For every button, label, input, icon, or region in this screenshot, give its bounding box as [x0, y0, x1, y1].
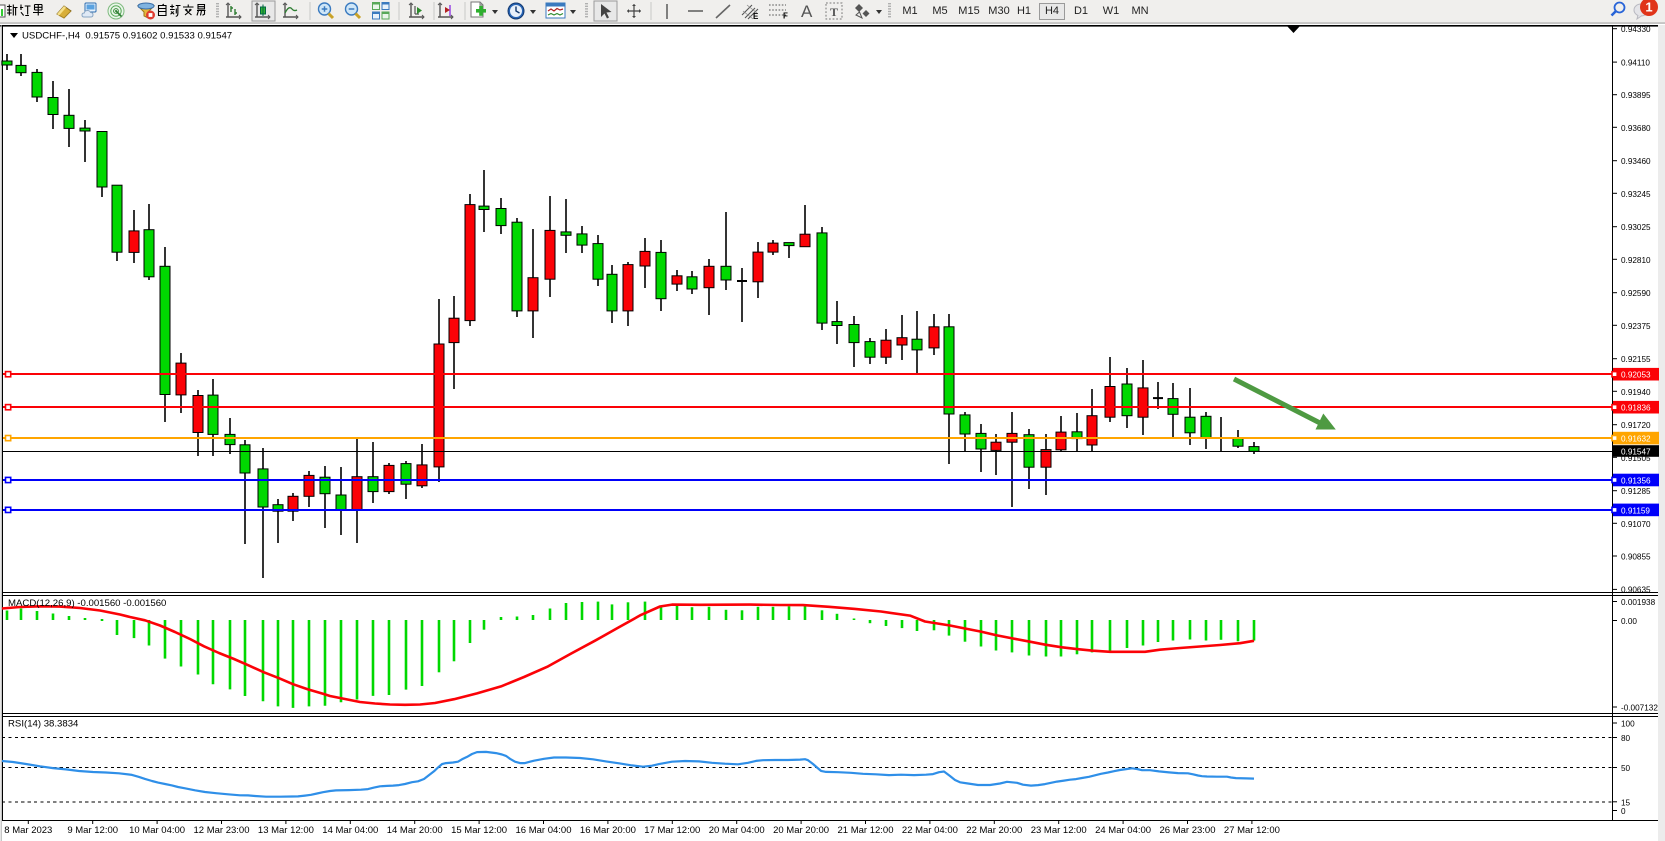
svg-text:20 Mar 04:00: 20 Mar 04:00 [709, 825, 765, 836]
svg-text:8 Mar 2023: 8 Mar 2023 [4, 825, 52, 836]
svg-text:0.91940: 0.91940 [1621, 388, 1651, 397]
svg-text:0.90855: 0.90855 [1621, 553, 1651, 562]
svg-text:16 Mar 04:00: 16 Mar 04:00 [516, 825, 572, 836]
svg-text:13 Mar 12:00: 13 Mar 12:00 [258, 825, 314, 836]
svg-text:17 Mar 12:00: 17 Mar 12:00 [644, 825, 700, 836]
svg-text:27 Mar 12:00: 27 Mar 12:00 [1224, 825, 1280, 836]
svg-text:0.91720: 0.91720 [1621, 421, 1651, 430]
svg-text:0.91632: 0.91632 [1621, 435, 1651, 444]
svg-text:0.93245: 0.93245 [1621, 190, 1651, 199]
svg-text:50: 50 [1621, 764, 1631, 773]
svg-text:0.91285: 0.91285 [1621, 487, 1651, 496]
svg-text:E: E [753, 12, 759, 21]
svg-text:0.92810: 0.92810 [1621, 256, 1651, 265]
svg-text:22 Mar 04:00: 22 Mar 04:00 [902, 825, 958, 836]
svg-text:9 Mar 12:00: 9 Mar 12:00 [67, 825, 118, 836]
svg-text:A: A [801, 2, 813, 21]
svg-text:0.93895: 0.93895 [1621, 91, 1651, 100]
svg-text:RSI(14) 38.3834: RSI(14) 38.3834 [8, 719, 79, 730]
svg-text:14 Mar 04:00: 14 Mar 04:00 [322, 825, 378, 836]
svg-text:16 Mar 20:00: 16 Mar 20:00 [580, 825, 636, 836]
svg-text:0.92590: 0.92590 [1621, 289, 1651, 298]
svg-text:0: 0 [1621, 807, 1626, 816]
svg-text:15: 15 [1621, 798, 1631, 807]
svg-text:0.91547: 0.91547 [1621, 448, 1651, 457]
svg-text:21 Mar 12:00: 21 Mar 12:00 [838, 825, 894, 836]
svg-text:20 Mar 20:00: 20 Mar 20:00 [773, 825, 829, 836]
svg-text:MACD(12,26,9) -0.001560 -0.001: MACD(12,26,9) -0.001560 -0.001560 [8, 598, 166, 609]
svg-text:0.91836: 0.91836 [1621, 404, 1651, 413]
svg-text:0.93460: 0.93460 [1621, 157, 1651, 166]
svg-text:22 Mar 20:00: 22 Mar 20:00 [966, 825, 1022, 836]
svg-text:23 Mar 12:00: 23 Mar 12:00 [1031, 825, 1087, 836]
svg-text:0.91159: 0.91159 [1621, 506, 1650, 515]
svg-text:0.94110: 0.94110 [1621, 59, 1650, 68]
svg-text:T: T [830, 5, 838, 19]
svg-text:100: 100 [1621, 720, 1635, 729]
svg-text:24 Mar 04:00: 24 Mar 04:00 [1095, 825, 1151, 836]
svg-text:0.92375: 0.92375 [1621, 322, 1651, 331]
svg-text:0.93025: 0.93025 [1621, 223, 1651, 232]
svg-text:0.00: 0.00 [1621, 617, 1637, 626]
svg-text:0.90635: 0.90635 [1621, 585, 1651, 594]
svg-text:1: 1 [1645, 0, 1652, 15]
svg-text:0.91070: 0.91070 [1621, 520, 1651, 529]
svg-text:F: F [783, 12, 788, 21]
svg-text:14 Mar 20:00: 14 Mar 20:00 [387, 825, 443, 836]
svg-text:26 Mar 23:00: 26 Mar 23:00 [1160, 825, 1216, 836]
svg-text:0.91505: 0.91505 [1621, 454, 1651, 463]
svg-text:0.93680: 0.93680 [1621, 124, 1651, 133]
svg-text:-0.007132: -0.007132 [1621, 704, 1658, 713]
svg-text:USDCHF-,H4 0.91575 0.91602 0.: USDCHF-,H4 0.91575 0.91602 0.91533 0.915… [22, 31, 232, 42]
svg-text:0.92155: 0.92155 [1621, 355, 1651, 364]
svg-text:15 Mar 12:00: 15 Mar 12:00 [451, 825, 507, 836]
svg-text:0.92053: 0.92053 [1621, 371, 1651, 380]
svg-text:80: 80 [1621, 734, 1631, 743]
svg-text:0.91356: 0.91356 [1621, 477, 1651, 486]
svg-text:12 Mar 23:00: 12 Mar 23:00 [194, 825, 250, 836]
svg-text:0.94330: 0.94330 [1621, 25, 1651, 34]
svg-text:0.001938: 0.001938 [1621, 598, 1656, 607]
svg-text:10 Mar 04:00: 10 Mar 04:00 [129, 825, 185, 836]
